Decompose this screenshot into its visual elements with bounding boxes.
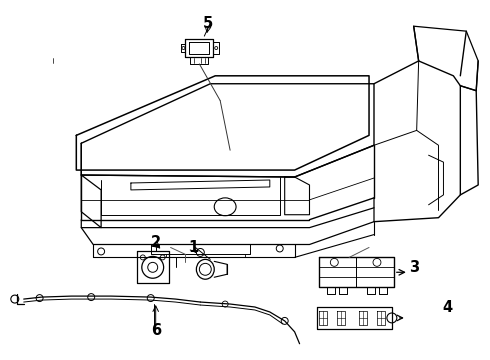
Text: 1: 1 (188, 240, 198, 255)
Text: 2: 2 (150, 235, 161, 250)
Text: 4: 4 (442, 300, 452, 315)
Text: 5: 5 (203, 16, 214, 31)
Text: 6: 6 (150, 323, 161, 338)
Text: 3: 3 (409, 260, 419, 275)
